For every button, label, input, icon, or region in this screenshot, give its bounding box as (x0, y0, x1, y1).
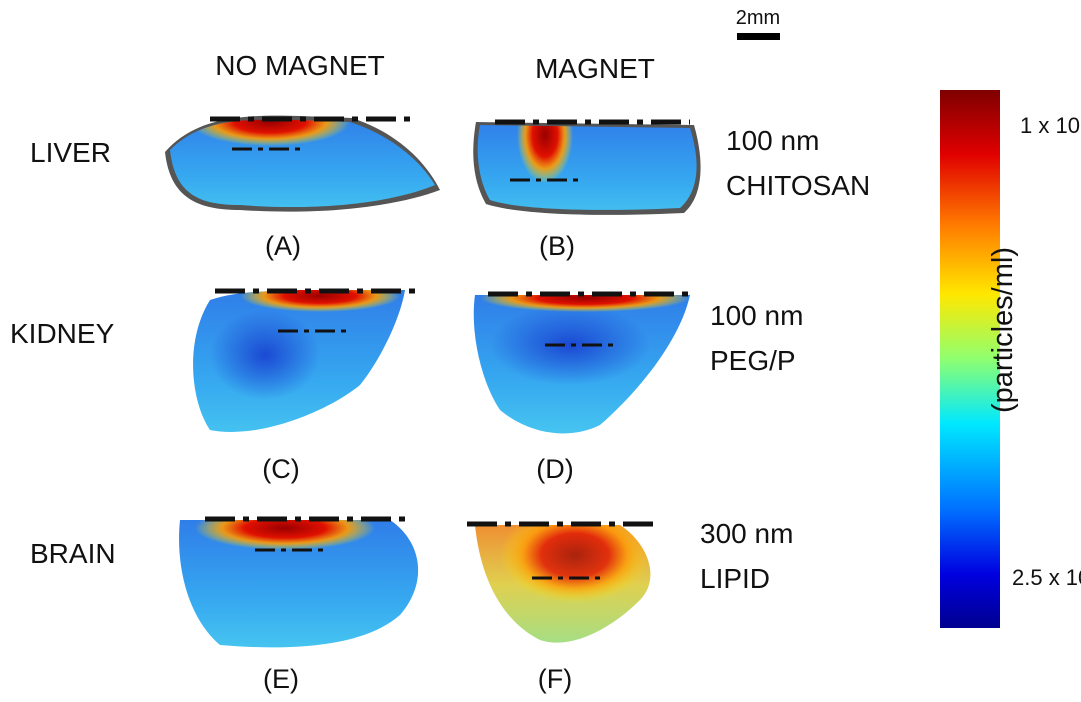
figure: 2mm NO MAGNET MAGNET LIVER KIDNEY BRAIN … (0, 0, 1081, 702)
particle-type: LIPID (700, 563, 770, 594)
column-header: NO MAGNET (215, 50, 385, 81)
row-label: BRAIN (30, 538, 116, 569)
column-header: MAGNET (535, 53, 655, 84)
label-base: 2.5 x 10 (1012, 565, 1081, 590)
particle-type: PEG/P (710, 345, 796, 376)
panel-label: (F) (538, 664, 572, 694)
row-label: LIVER (30, 137, 111, 168)
particle-size: 100 nm (710, 300, 803, 331)
panel-label: (E) (263, 664, 299, 694)
tissue-image (470, 87, 710, 225)
scale-bar (737, 33, 780, 40)
tissue-image (180, 280, 420, 445)
tissue-image (465, 507, 665, 650)
label-base: 1 x 10 (1020, 113, 1080, 138)
panel-label: (A) (265, 231, 301, 261)
panel-label: (B) (539, 231, 575, 261)
tissue-image (160, 98, 450, 220)
tissue-image (170, 506, 430, 655)
scale-bar-label: 2mm (736, 7, 780, 29)
panel-label: (C) (262, 454, 299, 484)
particle-size: 300 nm (700, 518, 793, 549)
panel-label: (D) (536, 454, 573, 484)
row-label: KIDNEY (10, 318, 115, 349)
tissue-image (465, 284, 700, 440)
particle-type: CHITOSAN (726, 170, 870, 201)
colorbar-min-label: 2.5 x 1013 (1012, 563, 1081, 590)
colorbar-max-label: 1 x 1015 (1020, 111, 1081, 138)
particle-size: 100 nm (726, 125, 819, 156)
page: {"scale_bar": "2mm", "columns": ["NO MAG… (0, 0, 1081, 702)
colorbar-title: (particles/ml) (987, 247, 1019, 413)
